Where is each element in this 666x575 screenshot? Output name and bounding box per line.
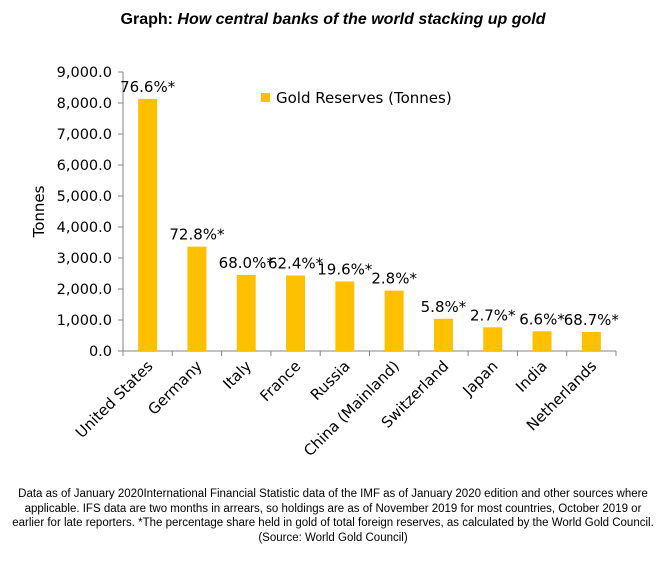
y-tick-label: 1,000.0: [57, 313, 112, 329]
x-tick-label: Italy: [219, 357, 255, 393]
data-label: 2.7%*: [470, 306, 516, 324]
footnote: Data as of January 2020International Fin…: [8, 487, 658, 545]
data-label: 72.8%*: [169, 226, 225, 244]
y-tick-label: 0.0: [89, 344, 112, 360]
chart-title-italic: How central banks of the world stacking …: [177, 11, 546, 28]
y-tick-label: 6,000.0: [57, 158, 112, 174]
x-tick-label: France: [256, 357, 304, 405]
bar: [483, 327, 503, 351]
bar: [236, 274, 256, 351]
y-tick-label: 5,000.0: [57, 189, 112, 205]
chart-title-prefix: Graph:: [120, 11, 178, 28]
data-label: 5.8%*: [421, 298, 467, 316]
bar: [532, 331, 552, 351]
data-label: 68.7%*: [564, 311, 620, 329]
bar: [335, 281, 355, 351]
data-label: 68.0%*: [219, 254, 275, 272]
bar: [384, 290, 404, 351]
bar: [286, 275, 306, 351]
y-tick-label: 2,000.0: [57, 282, 112, 298]
bar: [581, 332, 601, 351]
y-tick-label: 9,000.0: [57, 65, 112, 81]
legend-swatch: [261, 93, 270, 102]
bar: [138, 98, 158, 351]
footnote-text: Data as of January 2020International Fin…: [12, 488, 654, 529]
footnote-source: (Source: World Gold Council): [258, 531, 408, 544]
y-tick-label: 8,000.0: [57, 96, 112, 112]
bar: [433, 318, 453, 351]
x-tick-label: India: [512, 357, 551, 396]
x-tick-label: Germany: [144, 357, 206, 419]
data-label: 62.4%*: [268, 254, 324, 272]
y-tick-label: 4,000.0: [57, 220, 112, 236]
y-axis-label: Tonnes: [30, 185, 48, 238]
x-tick-label: United States: [72, 357, 157, 442]
bar: [187, 246, 207, 351]
data-label: 6.6%*: [519, 310, 565, 328]
y-tick-label: 3,000.0: [57, 251, 112, 267]
data-label: 2.8%*: [371, 270, 417, 288]
legend-label: Gold Reserves (Tonnes): [276, 89, 452, 107]
y-tick-label: 7,000.0: [57, 127, 112, 143]
data-label: 19.6%*: [317, 261, 373, 279]
x-tick-label: Russia: [307, 357, 354, 404]
chart-title: Graph: How central banks of the world st…: [0, 11, 666, 29]
x-tick-label: Japan: [459, 357, 502, 400]
bar-chart: 0.0 1,000.0 2,000.0 3,000.0 4,000.0 5,000.0 6,…: [30, 65, 620, 460]
data-label: 76.6%*: [120, 78, 176, 96]
